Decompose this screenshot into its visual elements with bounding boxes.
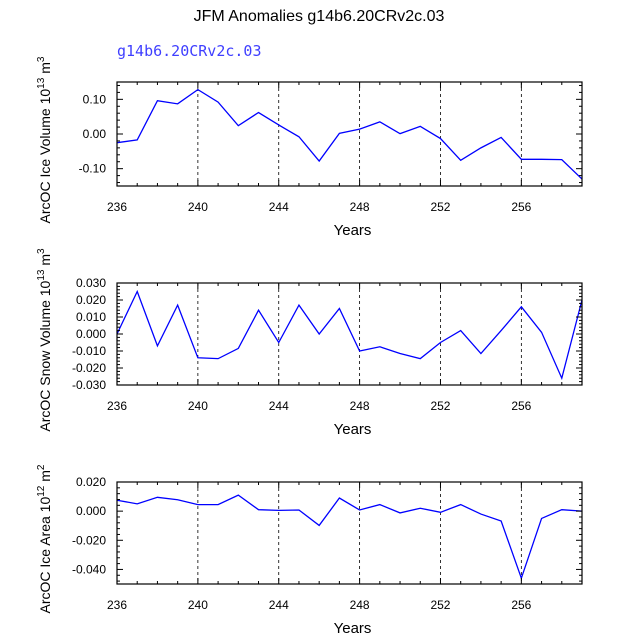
y-tick-label: 0.030: [76, 276, 106, 290]
x-tick-label: 256: [511, 200, 531, 214]
y-tick-label: 0.000: [76, 327, 106, 341]
y-tick-label: -0.020: [72, 361, 106, 375]
series-line-ice_area: [116, 494, 583, 581]
x-tick-label: 244: [269, 598, 289, 612]
x-tick-label: 236: [107, 598, 127, 612]
y-axis-label: ArcOC Snow Volume 1013 m3: [36, 248, 53, 432]
series-line-ice_volume: [116, 88, 583, 180]
y-tick-label: -0.10: [79, 162, 107, 176]
y-tick-label: 0.010: [76, 310, 106, 324]
x-tick-label: 248: [350, 200, 370, 214]
plot-frame: [116, 282, 583, 386]
x-tick-label: 252: [430, 200, 450, 214]
y-tick-label: -0.010: [72, 344, 106, 358]
y-axis-label: ArcOC Ice Volume 1013 m3: [36, 56, 53, 223]
y-tick-label: 0.000: [76, 504, 106, 518]
chart-panel-1: 236 240 244 248 252 256 -0.10 0.00 0.10 Years ArcO…: [36, 56, 583, 239]
x-tick-label: 248: [350, 598, 370, 612]
x-axis-label: Years: [334, 620, 372, 637]
x-tick-label: 256: [511, 399, 531, 413]
x-tick-label: 248: [350, 399, 370, 413]
x-tick-label: 244: [269, 200, 289, 214]
x-tick-label: 240: [188, 598, 208, 612]
x-tick-label: 240: [188, 200, 208, 214]
chart-panel-2: 236 240 244 248 252 256 -0.030 -0.020 -0.010 0.00…: [36, 248, 583, 438]
y-tick-label: 0.020: [76, 293, 106, 307]
x-tick-label: 236: [107, 399, 127, 413]
y-tick-label: 0.020: [76, 475, 106, 489]
x-axis-label: Years: [334, 222, 372, 239]
plot-frame: [116, 481, 583, 585]
y-tick-label: 0.10: [83, 92, 107, 106]
x-tick-label: 256: [511, 598, 531, 612]
x-tick-label: 252: [430, 598, 450, 612]
y-tick-label: -0.020: [72, 533, 106, 547]
x-tick-label: 252: [430, 399, 450, 413]
y-axis-label: ArcOC Ice Area 1012 m2: [36, 464, 53, 613]
x-tick-label: 240: [188, 399, 208, 413]
series-line-snow_volume: [116, 289, 583, 381]
x-tick-label: 244: [269, 399, 289, 413]
chart-panel-3: 236 240 244 248 252 256 -0.040 -0.020 0.000 0.020…: [36, 464, 583, 637]
y-tick-label: 0.00: [83, 127, 107, 141]
page-title: JFM Anomalies g14b6.20CRv2c.03: [193, 8, 445, 25]
x-axis-label: Years: [334, 421, 372, 438]
y-tick-label: -0.030: [72, 378, 106, 392]
subtitle: g14b6.20CRv2c.03: [117, 42, 262, 60]
x-tick-label: 236: [107, 200, 127, 214]
y-tick-label: -0.040: [72, 562, 106, 576]
